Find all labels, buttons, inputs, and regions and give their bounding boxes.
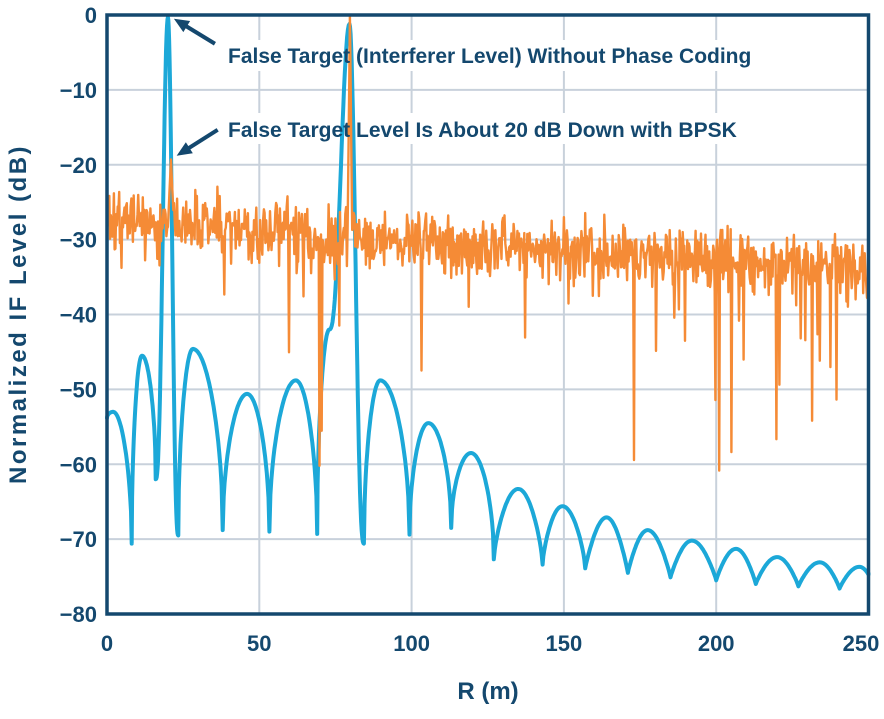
y-tick-label: 0 — [85, 3, 97, 28]
series-without-phase-coding — [105, 15, 871, 591]
series-with-bpsk-coding — [105, 15, 870, 472]
x-tick-label: 150 — [546, 631, 583, 656]
x-tick-label: 200 — [698, 631, 735, 656]
annotation-arrow-2-icon — [176, 128, 219, 156]
y-tick-label: −50 — [60, 377, 97, 402]
annotation-false-target-without-coding: False Target (Interferer Level) Without … — [228, 45, 751, 68]
y-tick-label: −60 — [60, 452, 97, 477]
x-tick-label: 250 — [843, 631, 880, 656]
y-axis-title: Normalized IF Level (dB) — [5, 144, 32, 484]
y-tick-label: −30 — [60, 228, 97, 253]
plot-frame — [105, 13, 871, 616]
x-tick-label: 0 — [101, 631, 113, 656]
x-tick-label: 50 — [247, 631, 271, 656]
tick-labels: 0 50 100 150 200 250 0 −10 −20 −30 −40 −50 −60 −70 −80 — [60, 3, 880, 656]
annotation-arrows — [173, 18, 219, 156]
x-tick-label: 100 — [393, 631, 430, 656]
y-tick-label: −20 — [60, 153, 97, 178]
y-tick-label: −70 — [60, 527, 97, 552]
y-tick-label: −80 — [60, 602, 97, 627]
annotation-arrow-1-icon — [173, 18, 216, 46]
annotation-2-background — [224, 113, 828, 144]
y-tick-label: −10 — [60, 78, 97, 103]
annotation-1-background — [224, 40, 874, 71]
x-axis-title: R (m) — [457, 678, 518, 705]
annotation-false-target-with-bpsk: False Target Level Is About 20 dB Down w… — [228, 119, 737, 142]
y-tick-label: −40 — [60, 303, 97, 328]
